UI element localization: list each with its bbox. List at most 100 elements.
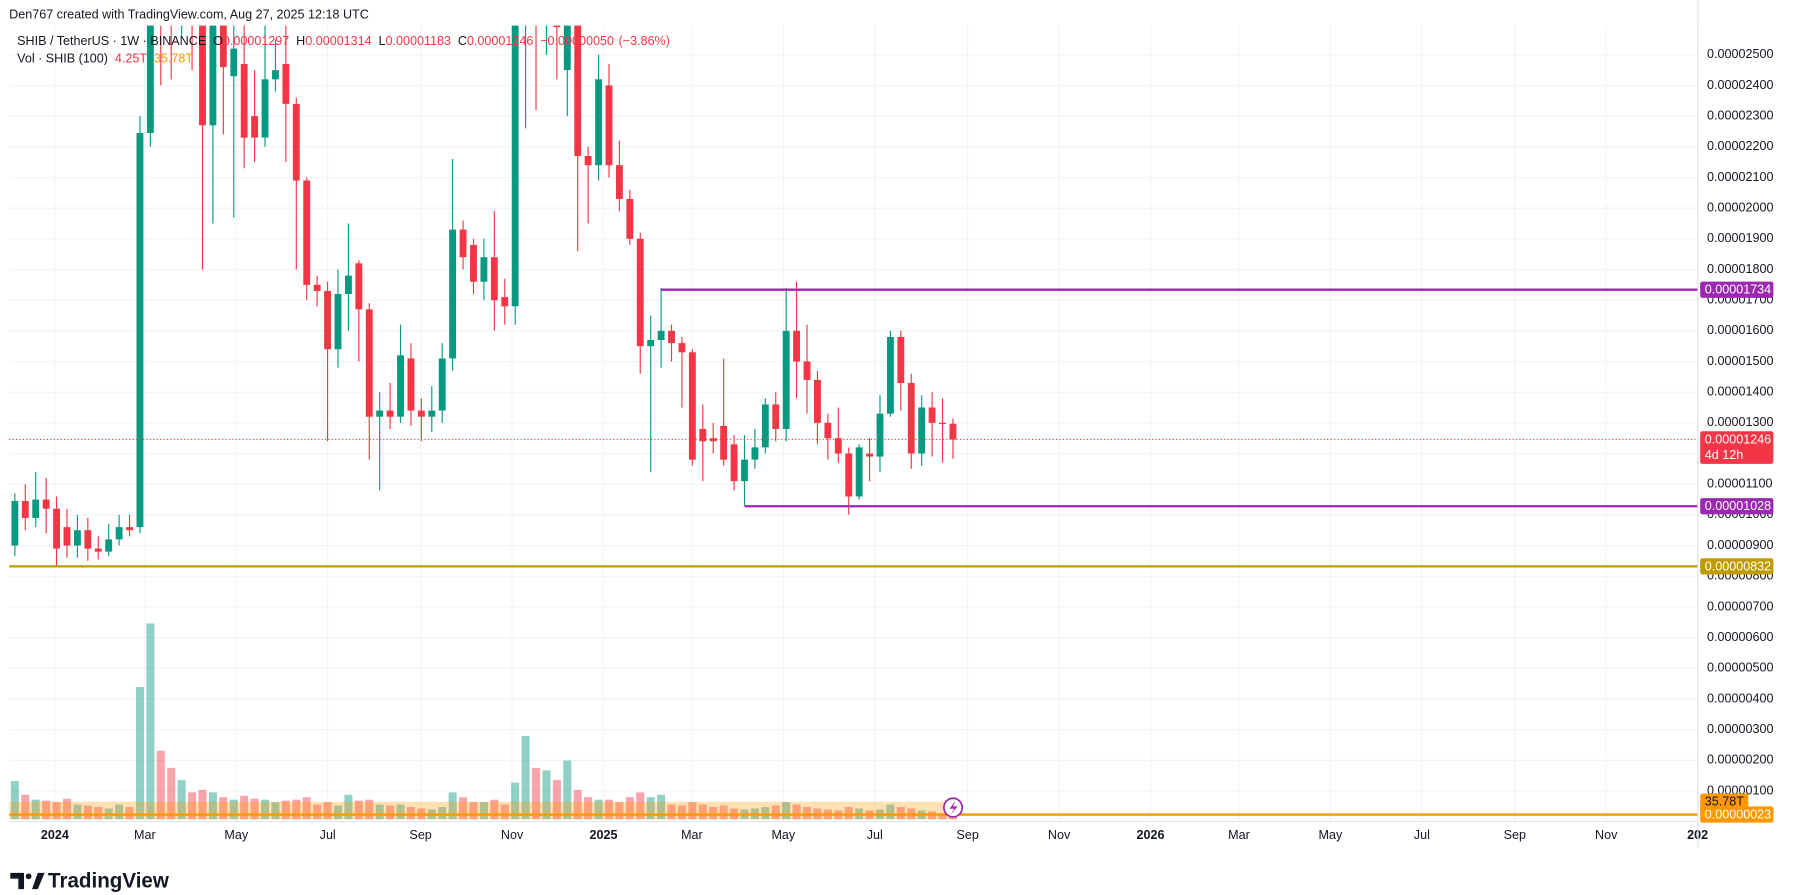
candle-body [793,330,801,362]
candle-body [647,340,655,347]
volume-bar [250,798,259,820]
y-tick-label: 0.00001900 [1707,231,1773,245]
candle-body [928,407,936,423]
legend-value: 0.00001314 [305,34,371,48]
volume-bar [532,767,541,820]
candle-body [657,330,665,341]
countdown: 4d 12h [1705,448,1743,462]
x-tick-label: May [224,828,248,842]
level-label: 0.00000832 [1705,559,1771,573]
candle-body [615,165,623,199]
level-label-bg [1700,806,1774,823]
volume-bar [948,817,957,820]
x-tick-label: Nov [501,828,524,842]
volume-bar [542,770,551,820]
volume-bar [292,799,301,820]
legend-key: C [458,34,467,48]
volume-bar [333,805,342,820]
volume-bar [115,804,124,820]
volume-bar [344,794,353,820]
candle-body [230,48,238,77]
candle-body [511,25,519,307]
volume-bar [375,804,384,820]
y-tick-label: 0.00000900 [1707,538,1773,552]
level-label-bg [1700,281,1774,298]
candle-body [365,309,373,417]
volume-bar [83,805,92,820]
x-tick-label: Mar [1228,828,1250,842]
volume-bar [323,802,332,820]
x-tick-label: May [771,828,795,842]
y-tick-label: 0.00001800 [1707,262,1773,276]
volume-bar [365,799,374,820]
candle-body [741,459,748,482]
volume-bar [198,789,207,820]
volume-bar [10,781,19,820]
candle-body [751,447,759,460]
candle-body [397,355,404,417]
volume-bar [646,797,655,820]
volume-bar [386,805,395,820]
x-tick-label: 2025 [589,828,617,842]
volume-bar [490,799,499,820]
candle-body [438,358,446,411]
volume-bar [73,804,82,820]
candle-body [772,404,780,429]
y-tick-label: 0.00002200 [1707,139,1773,153]
volume-bar [782,802,791,820]
candle-body [303,180,311,285]
x-tick-label: Mar [681,828,703,842]
footer-bg [0,848,1794,895]
candle-body [886,336,894,414]
candle-body [897,336,905,383]
volume-bar [479,802,488,820]
level-label-bg [1700,558,1774,575]
volume-bar [469,802,478,820]
y-tick-label: 0.00001500 [1707,354,1773,368]
y-tick-label: 0.00001400 [1707,384,1773,398]
candle-body [501,297,509,307]
volume-bar [886,804,895,820]
x-tick-label: Nov [1048,828,1071,842]
volume-bar [146,623,155,820]
volume-bar [459,797,468,820]
volume-bar [604,799,613,820]
candle-body [282,63,290,104]
volume-bar [438,807,447,820]
legend: SHIB / TetherUS · 1W · BINANCE O0.0000129… [17,34,670,48]
volume-bar [615,802,624,820]
volume-name: Vol · SHIB (100) [17,52,108,66]
volume-bar [177,780,186,820]
volume-bar [938,813,947,820]
candle-body [313,284,321,291]
volume-ma-area [9,801,958,820]
credit: Den767 created with TradingView.com, Aug… [9,7,369,21]
candle-body [563,25,571,71]
candle-body [344,275,352,295]
volume-bar [573,789,582,820]
volume-bar [208,792,217,820]
y-tick-label: 0.00000400 [1707,691,1773,705]
candle-body [480,257,488,282]
y-tick-label: 0.00000200 [1707,753,1773,767]
x-tick-label: Mar [134,828,156,842]
candle-body [720,425,728,460]
y-tick-label: 0.00002100 [1707,170,1773,184]
volume-legend: Vol · SHIB (100) 4.25T 35.78T [17,52,193,66]
volume-bar [240,795,249,820]
x-tick-label: May [1319,828,1343,842]
legend-change: −0.00000050 [540,34,614,48]
volume-bar [125,807,134,820]
alert-icon[interactable] [943,797,964,818]
y-tick-label: 0.00000500 [1707,661,1773,675]
volume-bar [688,802,697,820]
volume-bar [188,792,197,820]
brand: TradingView [48,870,170,893]
candle-body [73,530,81,546]
candle-body [814,379,821,423]
candle-body [699,428,707,442]
volume-bar [761,807,770,820]
volume-pane [9,623,958,820]
volume-bar [636,792,645,820]
